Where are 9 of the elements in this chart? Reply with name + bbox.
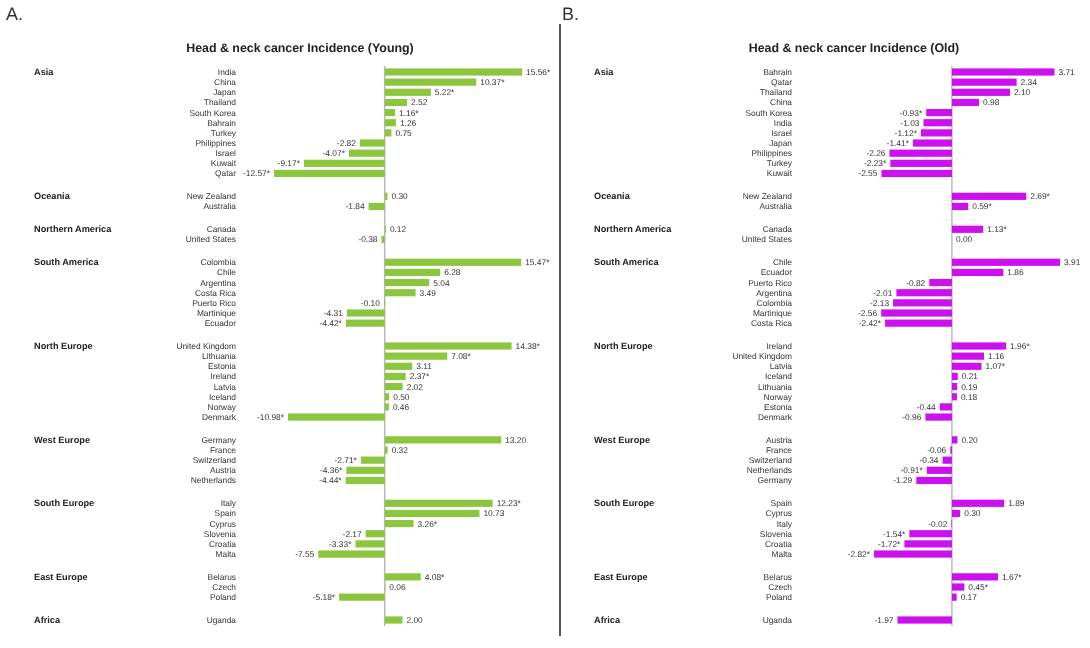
text: A.	[6, 4, 24, 24]
bar	[951, 225, 984, 233]
bar	[384, 573, 421, 581]
bar	[384, 616, 403, 624]
text: B.	[562, 4, 580, 24]
bar	[288, 413, 385, 421]
bar	[339, 593, 385, 601]
bar	[368, 202, 385, 211]
bar	[897, 616, 952, 624]
